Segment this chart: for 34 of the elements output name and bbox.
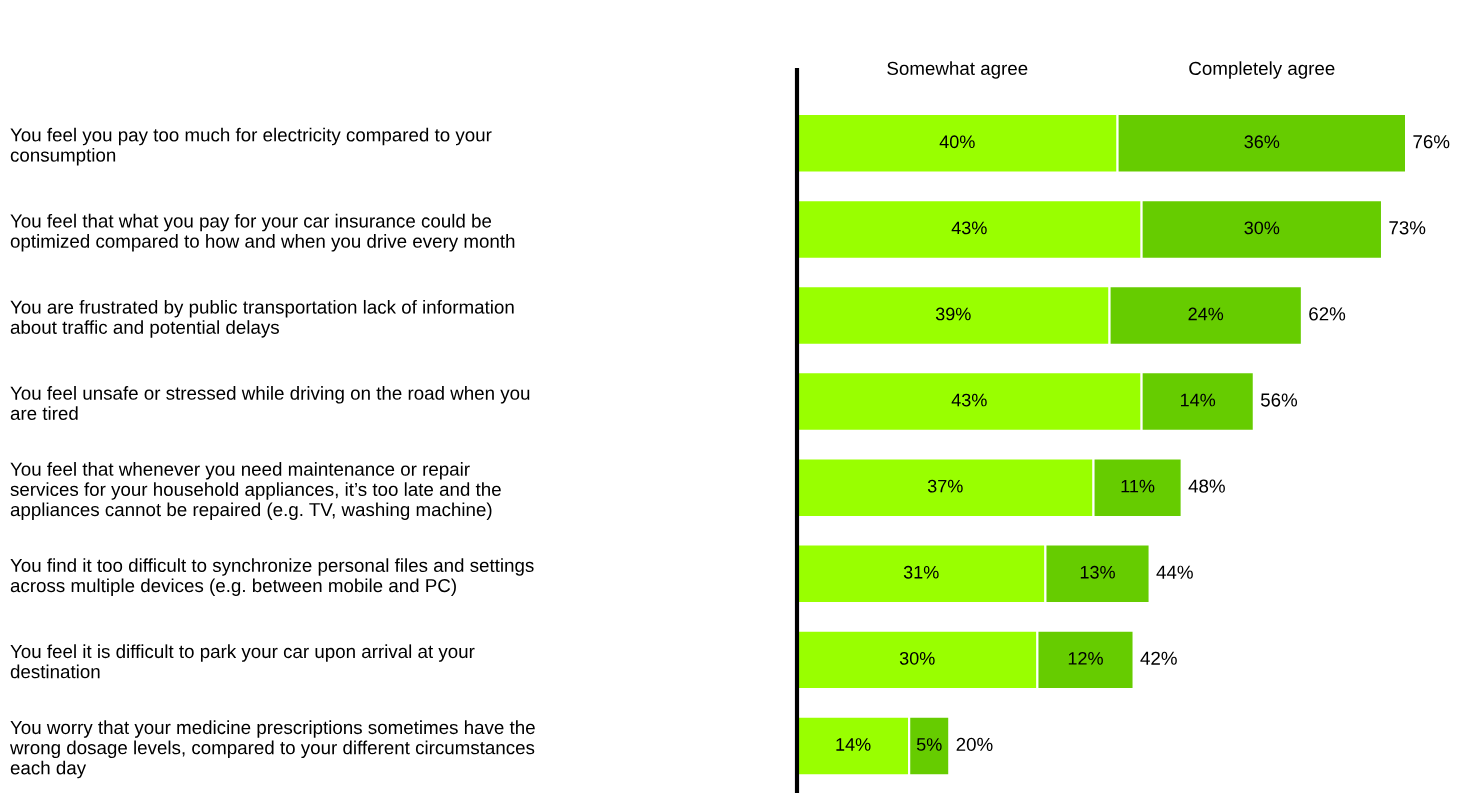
total-label: 62% [1309,307,1346,321]
series-label: Completely agree [1189,61,1335,79]
total-label: 56% [1260,393,1298,407]
data-label: 36% [1244,135,1280,149]
data-label: 43% [951,221,987,235]
data-label: 24% [1188,307,1224,321]
total-label: 44% [1156,565,1193,579]
data-label: 39% [935,307,971,321]
y-tick-label: You feel that whenever you need maintenance or repair services for your household appliances, it’s too late and the appliances cannot be repaired (e.g. TV, washing machine) [10,462,501,520]
y-tick-label: You find it too difficult to synchronize personal files and settings across multiple devices (e.g. between mobile and PC) [10,558,534,596]
y-tick-label: You worry that your medicine prescriptions sometimes have the wrong dosage levels, compared to your different circumstances each day [9,720,535,779]
data-label: 30% [1244,221,1280,235]
total-label: 42% [1140,651,1177,665]
y-tick-label: You feel that what you pay for your car insurance could be optimized compared to how and when you drive every month [10,213,515,252]
y-tick-label: You feel unsafe or stressed while driving on the road when you are tired [10,386,530,421]
data-label: 14% [1181,393,1216,407]
data-label: 30% [899,651,935,665]
data-label: 13% [1080,565,1115,579]
data-label: 11% [1121,479,1155,493]
y-tick-label: You feel you pay too much for electricity compared to your consumption [10,127,492,166]
total-label: 48% [1188,479,1225,493]
data-label: 5% [916,738,942,751]
total-label: 20% [956,737,993,752]
total-label: 73% [1389,221,1426,235]
total-label: 76% [1413,135,1450,149]
data-label: 40% [939,135,975,149]
data-label: 14% [836,738,871,751]
data-label: 37% [927,479,963,493]
y-tick-label: You are frustrated by public transportation lack of information about traffic and potential delays [10,299,514,338]
data-label: 31% [903,565,939,579]
data-label: 12% [1068,651,1103,665]
y-tick-label: You feel it is difficult to park your car upon arrival at your destination [10,644,475,679]
series-label: Somewhat agree [887,61,1028,79]
data-label: 43% [951,393,987,407]
